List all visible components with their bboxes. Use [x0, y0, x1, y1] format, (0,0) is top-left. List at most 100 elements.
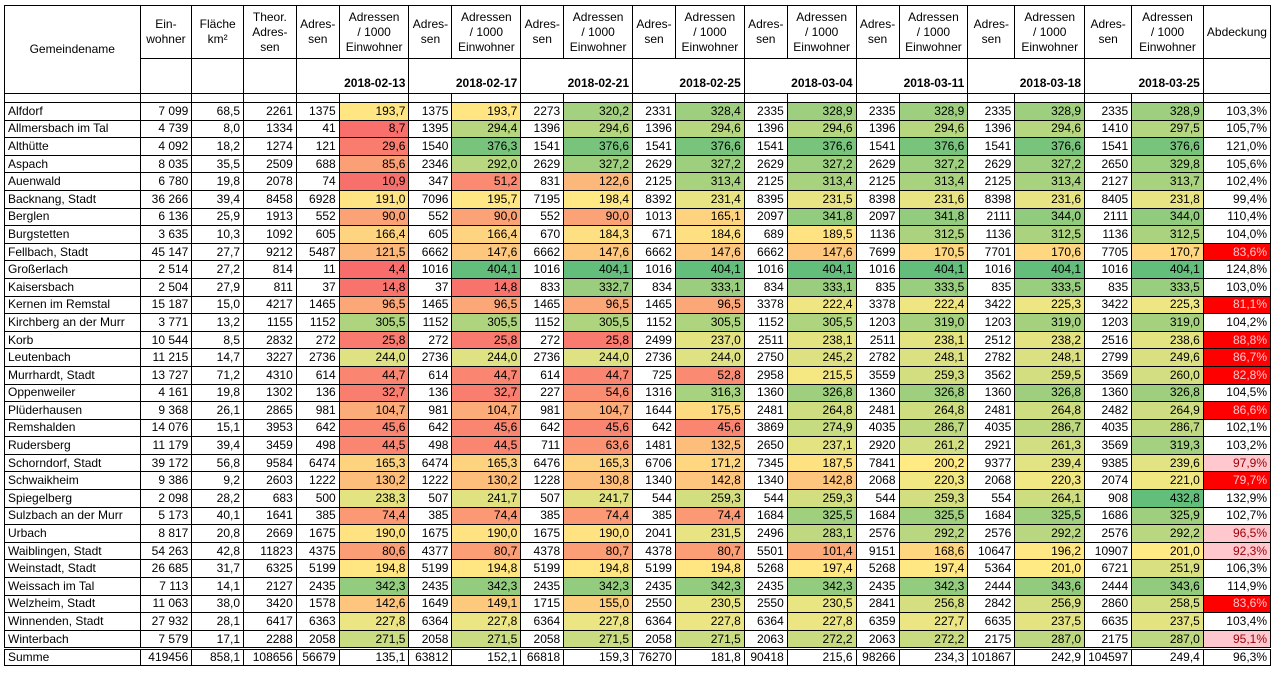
data-row: Urbach 8 817 20,8 2669 1675 190,0 1675 190,0 167…: [4, 524, 1271, 543]
empty-cell: [139, 93, 193, 103]
value-cell: 1395: [408, 119, 453, 139]
value-cell: 376,6: [674, 137, 745, 156]
header-cell: Adres- sen: [295, 5, 340, 59]
value-cell: 2865: [243, 401, 297, 420]
value-cell: 142,8: [674, 471, 745, 491]
value-cell: 170,5: [898, 242, 969, 262]
value-cell: 130,8: [563, 471, 634, 491]
value-cell: 244,0: [563, 348, 634, 367]
value-cell: 96,5: [451, 295, 522, 315]
value-cell: 121,5: [338, 242, 410, 262]
value-cell: 327,2: [563, 154, 634, 174]
value-cell: 1541: [967, 137, 1016, 156]
value-cell: 2511: [855, 330, 900, 350]
value-cell: 1203: [967, 313, 1016, 332]
value-cell: 189,5: [786, 225, 857, 244]
value-cell: 32,7: [338, 383, 410, 403]
value-cell: 79,7%: [1202, 471, 1271, 491]
value-cell: 313,4: [898, 172, 969, 191]
value-cell: 552: [520, 207, 565, 227]
header-cell: Adres- sen: [1084, 5, 1133, 59]
value-cell: 329,8: [1131, 154, 1204, 174]
value-cell: 4,4: [338, 260, 410, 279]
value-cell: 2629: [855, 154, 900, 174]
value-cell: 1396: [632, 119, 676, 139]
value-cell: 2 514: [139, 260, 193, 279]
value-cell: 26 685: [139, 559, 193, 579]
value-cell: 1481: [632, 436, 676, 455]
value-cell: 2736: [632, 348, 676, 367]
value-cell: 1684: [743, 506, 788, 526]
value-cell: 194,8: [674, 559, 745, 579]
value-cell: 552: [408, 207, 453, 227]
value-cell: 294,6: [563, 119, 634, 139]
value-cell: 68,5: [191, 102, 244, 121]
value-cell: 312,5: [1131, 225, 1204, 244]
value-cell: 271,5: [674, 629, 745, 650]
data-row: Sulzbach an der Murr 5 173 40,1 1641 385 74,4…: [4, 506, 1271, 526]
value-cell: 85,6: [338, 154, 410, 174]
value-cell: 2074: [1084, 471, 1133, 491]
value-cell: 10647: [967, 541, 1016, 561]
value-cell: 347: [408, 172, 453, 191]
value-cell: 316,3: [674, 383, 745, 403]
value-cell: 15 187: [139, 295, 193, 315]
value-cell: 99,4%: [1202, 189, 1271, 209]
value-cell: 2097: [855, 207, 900, 227]
name-cell: Winnenden, Stadt: [4, 612, 141, 631]
empty-cell: [191, 58, 244, 94]
value-cell: 31,7: [191, 559, 244, 579]
value-cell: 6364: [408, 612, 453, 631]
value-cell: 105,7%: [1202, 119, 1271, 139]
value-cell: 80,7: [674, 541, 745, 561]
value-cell: 2041: [632, 524, 676, 543]
value-cell: 244,0: [338, 348, 410, 367]
header-cell: Fläche km²: [191, 5, 244, 59]
header-cell: Adres- sen: [743, 5, 788, 59]
value-cell: 328,9: [898, 102, 969, 121]
value-cell: 54,6: [563, 383, 634, 403]
name-cell: Summe: [4, 647, 141, 667]
value-cell: 121: [295, 137, 340, 156]
value-cell: 294,6: [898, 119, 969, 139]
data-row: Burgstetten 3 635 10,3 1092 605 166,4 605 166,4…: [4, 225, 1271, 244]
value-cell: 222,4: [898, 295, 969, 315]
value-cell: 319,0: [898, 313, 969, 332]
value-cell: 2058: [632, 629, 676, 650]
value-cell: 2175: [967, 629, 1016, 650]
value-cell: 287,0: [1014, 629, 1086, 650]
value-cell: 171,2: [674, 453, 745, 473]
data-row: Kaisersbach 2 504 27,9 811 37 14,8 37 14,8 833 33…: [4, 277, 1271, 297]
value-cell: 238,3: [338, 489, 410, 508]
value-cell: 168,6: [898, 541, 969, 561]
value-cell: 292,2: [1131, 524, 1204, 543]
value-cell: 17,1: [191, 629, 244, 650]
value-cell: 80,7: [563, 541, 634, 561]
value-cell: 82,8%: [1202, 365, 1271, 385]
value-cell: 80,6: [338, 541, 410, 561]
value-cell: 11 063: [139, 594, 193, 614]
value-cell: 2750: [743, 348, 788, 367]
value-cell: 259,5: [1014, 365, 1086, 385]
value-cell: 9151: [855, 541, 900, 561]
value-cell: 3378: [855, 295, 900, 315]
empty-cell: [1084, 93, 1133, 103]
value-cell: 2629: [743, 154, 788, 174]
data-row: Rudersberg 11 179 39,4 3459 498 44,5 498 44,5 71…: [4, 436, 1271, 455]
value-cell: 271,5: [338, 629, 410, 650]
value-cell: 2127: [1084, 172, 1133, 191]
data-row: Weinstadt, Stadt 26 685 31,7 6325 5199 194,8 5…: [4, 559, 1271, 579]
value-cell: 45 147: [139, 242, 193, 262]
value-cell: 544: [855, 489, 900, 508]
value-cell: 432,8: [1131, 489, 1204, 508]
empty-cell: [243, 58, 297, 94]
value-cell: 3569: [1084, 436, 1133, 455]
value-cell: 104,7: [451, 401, 522, 420]
header-cell: Adres- sen: [520, 5, 565, 59]
value-cell: 66818: [520, 647, 565, 667]
value-cell: 376,6: [898, 137, 969, 156]
name-cell: Fellbach, Stadt: [4, 242, 141, 262]
value-cell: 225,3: [1131, 295, 1204, 315]
value-cell: 305,5: [563, 313, 634, 332]
value-cell: 20,8: [191, 524, 244, 543]
